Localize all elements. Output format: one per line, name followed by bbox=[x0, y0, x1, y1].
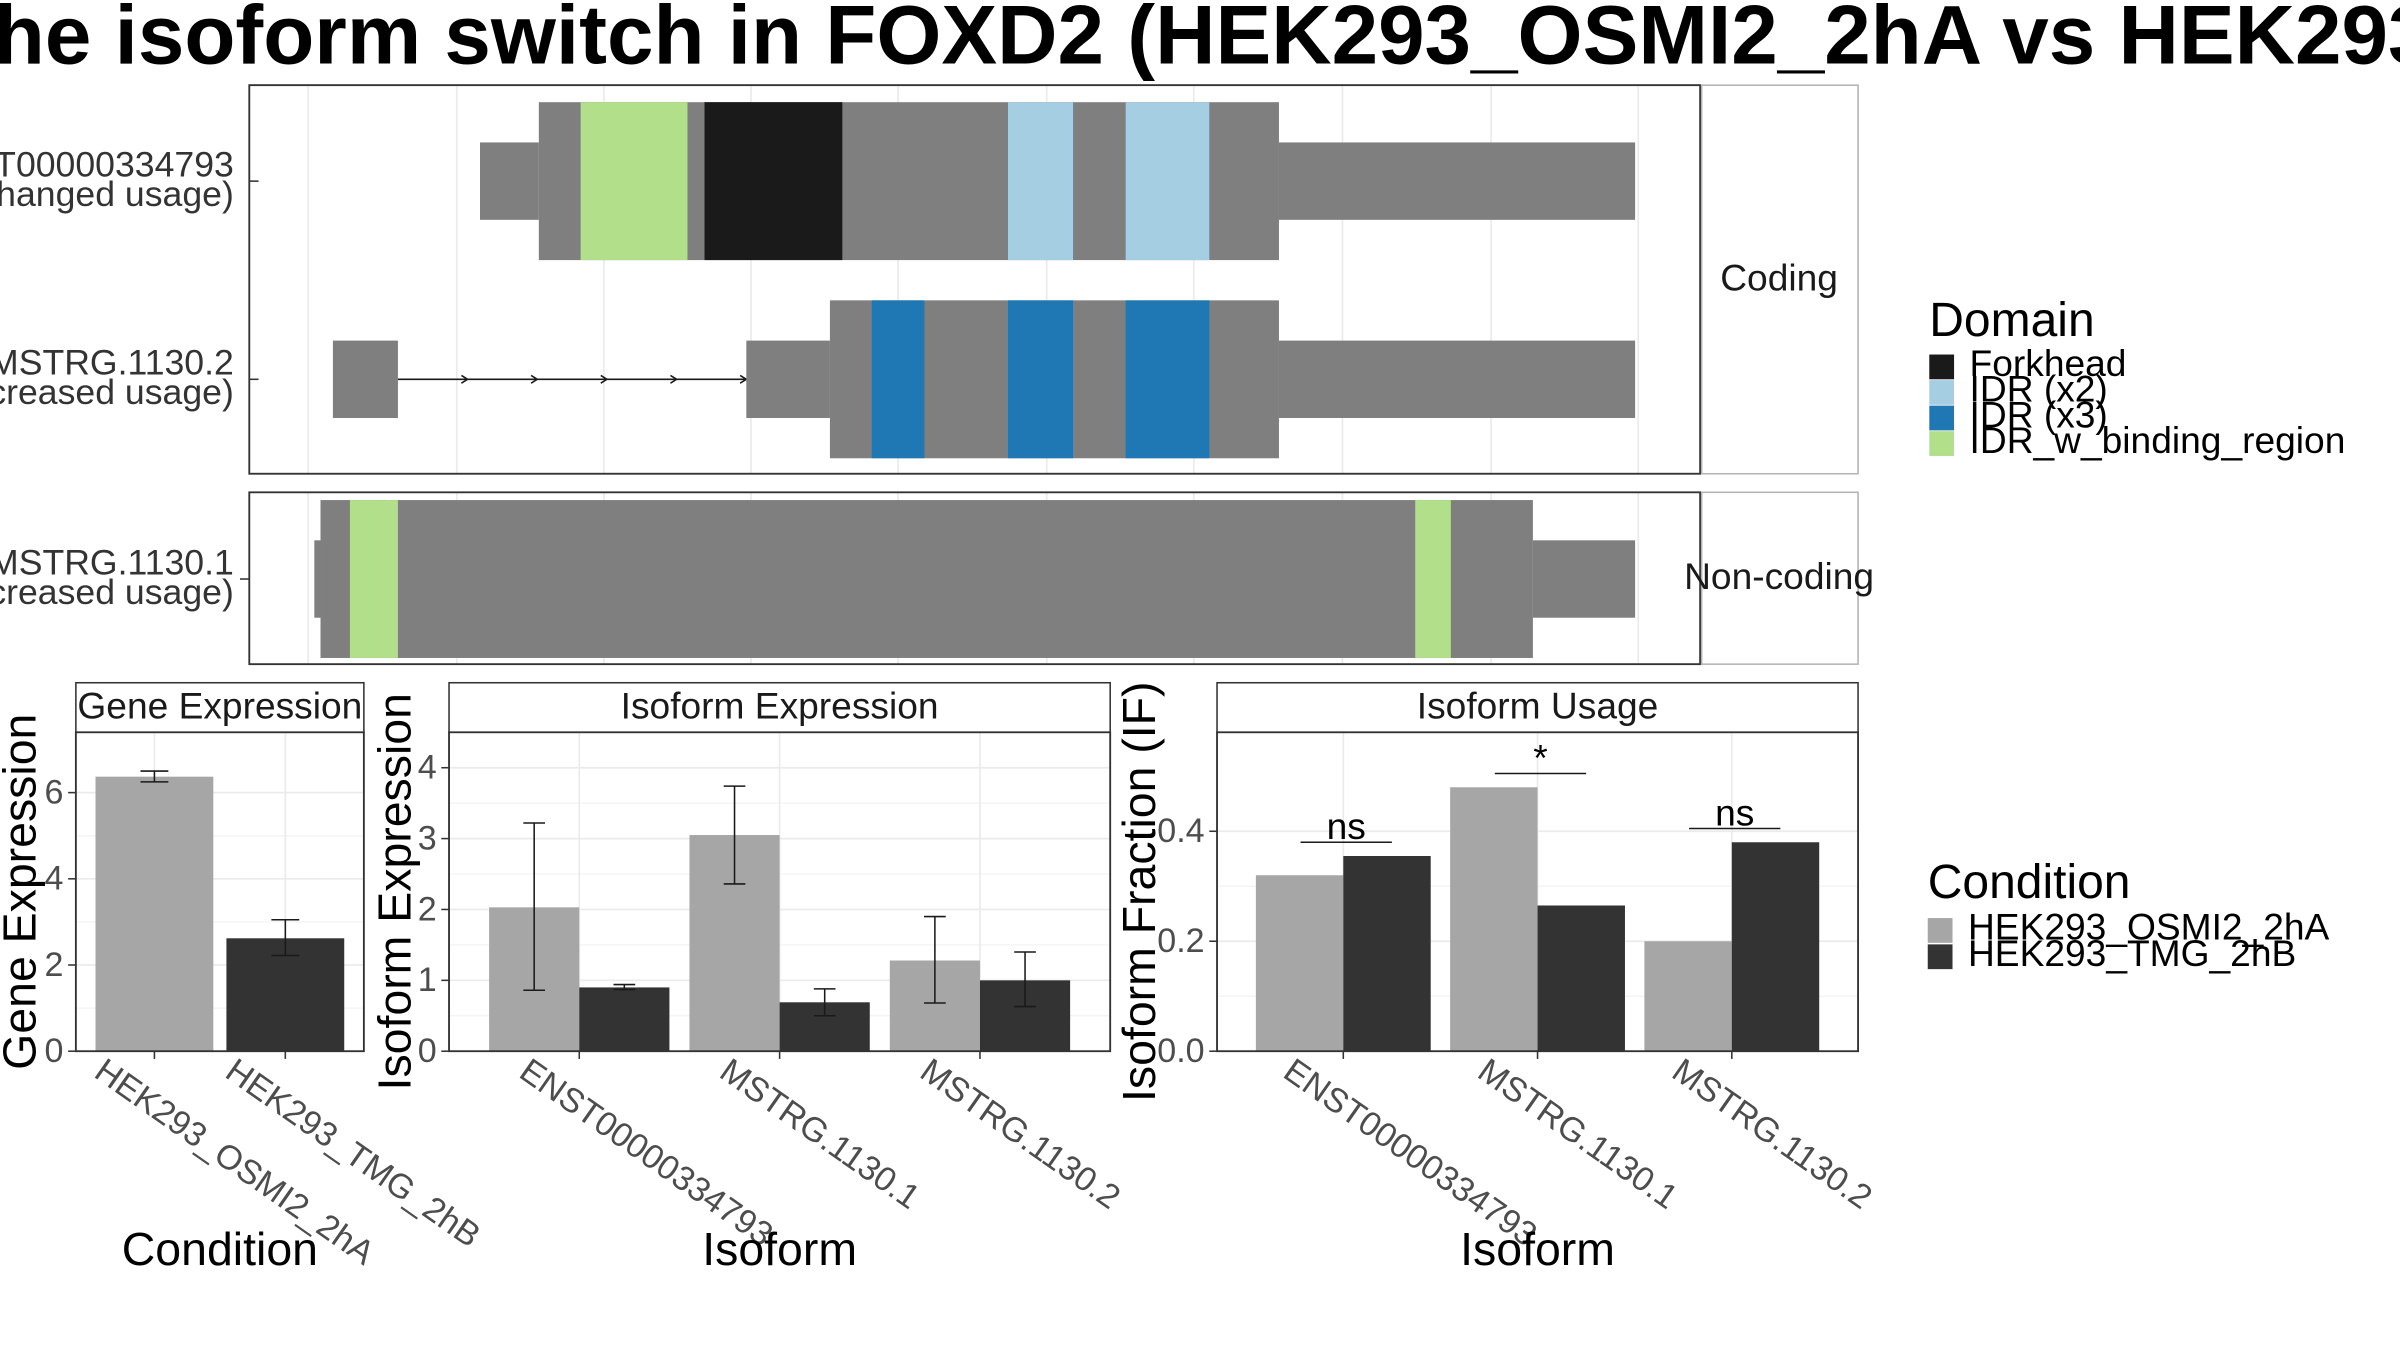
bar bbox=[1255, 875, 1344, 1052]
y-tick-label: 1 bbox=[418, 961, 437, 999]
coding-panel-border bbox=[248, 84, 1702, 475]
utr-exon bbox=[1278, 142, 1636, 220]
y-tick-label: 0.4 bbox=[1157, 812, 1204, 850]
intron-arrow bbox=[530, 374, 539, 384]
utr-exon bbox=[1278, 340, 1636, 419]
noncoding-strip-label: Non-coding bbox=[1684, 555, 1874, 597]
panel-title: Isoform Usage bbox=[1417, 684, 1659, 726]
domain-idr-w-binding-region bbox=[580, 102, 688, 261]
figure-title: he isoform switch in FOXD2 (HEK293_OSMI2… bbox=[0, 0, 2400, 81]
significance-label: * bbox=[1533, 736, 1547, 778]
transcript-usage-label: (Decreased usage) bbox=[0, 572, 234, 612]
utr-exon bbox=[314, 540, 321, 618]
legend-label: IDR_w_binding_region bbox=[1970, 419, 2346, 461]
domain-idr-x3 bbox=[1008, 300, 1074, 459]
y-tick-label: 0.2 bbox=[1157, 922, 1204, 960]
domain-idr-w-binding-region bbox=[1415, 500, 1451, 658]
panel-title: Isoform Expression bbox=[621, 684, 939, 726]
legend-label: HEK293_OSMI2_2hA bbox=[1968, 906, 2330, 948]
utr-exon bbox=[1532, 540, 1636, 618]
y-axis-title: Gene Expression bbox=[0, 714, 46, 1070]
y-tick-label: 4 bbox=[418, 749, 437, 787]
coding-strip-label: Coding bbox=[1720, 256, 1838, 298]
transcript-usage-label: (Unchanged usage) bbox=[0, 174, 234, 214]
expression-panels: Gene Expression0246HEK293_OSMI2_2hAHEK29… bbox=[0, 681, 1879, 1274]
domain-forkhead bbox=[704, 102, 843, 261]
transcript-id-label: MSTRG.1130.2 bbox=[0, 343, 234, 383]
domain-idr-w-binding-region bbox=[349, 500, 398, 658]
y-tick-label: 2 bbox=[418, 890, 437, 928]
legend-key bbox=[1929, 405, 1955, 431]
bar bbox=[1731, 842, 1820, 1052]
intron-arrow bbox=[670, 374, 679, 384]
x-tick-label: MSTRG.1130.1 bbox=[1471, 1051, 1685, 1216]
bar bbox=[95, 776, 214, 1052]
legend-title: Domain bbox=[1929, 294, 2094, 347]
utr-exon bbox=[332, 340, 398, 419]
x-tick-label: MSTRG.1130.1 bbox=[713, 1051, 927, 1216]
plot-border bbox=[74, 731, 365, 1053]
legend-label: IDR (x2) bbox=[1970, 368, 2108, 410]
legend-key bbox=[1929, 380, 1955, 405]
x-tick-label: MSTRG.1130.2 bbox=[1665, 1051, 1879, 1216]
significance-label: ns bbox=[1327, 805, 1366, 847]
y-tick-label: 2 bbox=[45, 946, 64, 984]
noncoding-strip bbox=[1700, 491, 1859, 665]
x-axis-title: Condition bbox=[122, 1223, 318, 1275]
transcript-structure-panel: Coding Non-coding ENST00000334793(Unchange… bbox=[0, 84, 1874, 666]
legend-label: Forkhead bbox=[1970, 342, 2127, 384]
utr-exon bbox=[480, 142, 539, 220]
transcript-usage-label: (Increased usage) bbox=[0, 372, 234, 412]
legend-key bbox=[1927, 944, 1953, 970]
bar bbox=[1537, 905, 1625, 1052]
legend-key bbox=[1929, 354, 1955, 380]
x-tick-label: MSTRG.1130.2 bbox=[913, 1051, 1127, 1216]
panel-strip bbox=[75, 681, 365, 734]
x-axis-title: Isoform bbox=[1460, 1223, 1615, 1275]
x-axis-title: Isoform bbox=[702, 1223, 857, 1275]
y-axis-title: Isoform Expression bbox=[368, 693, 420, 1090]
transcript-id-label: ENST00000334793 bbox=[0, 144, 234, 184]
y-tick-label: 3 bbox=[418, 819, 437, 857]
domain-idr-x2 bbox=[1008, 102, 1074, 261]
bar bbox=[579, 987, 670, 1052]
y-tick-label: 4 bbox=[45, 860, 64, 898]
intron-arrow bbox=[461, 374, 470, 384]
coding-strip bbox=[1700, 84, 1859, 475]
cds-region bbox=[320, 500, 1533, 658]
bar bbox=[1343, 856, 1431, 1052]
y-tick-label: 0 bbox=[418, 1032, 437, 1070]
legend-title: Condition bbox=[1928, 856, 2131, 909]
significance-label: ns bbox=[1715, 791, 1754, 833]
legend-key bbox=[1929, 431, 1955, 456]
intron-arrow bbox=[600, 374, 609, 384]
domain-idr-x3 bbox=[871, 300, 925, 459]
domain-idr-x2 bbox=[1125, 102, 1210, 261]
legend-key bbox=[1927, 918, 1953, 943]
panel-title: Gene Expression bbox=[77, 684, 362, 726]
y-tick-label: 0 bbox=[45, 1032, 64, 1070]
legend-label: IDR (x3) bbox=[1970, 393, 2108, 435]
bar bbox=[1450, 787, 1538, 1052]
domain-idr-x3 bbox=[1125, 300, 1210, 459]
chart-isoform-expression: Isoform Expression01234ENST00000334793MS… bbox=[368, 681, 1127, 1275]
bar bbox=[226, 938, 345, 1052]
panel-strip bbox=[448, 681, 1111, 734]
utr-exon bbox=[746, 340, 830, 419]
y-tick-label: 0.0 bbox=[1157, 1032, 1204, 1070]
legend-label: HEK293_TMG_2hB bbox=[1968, 932, 2296, 974]
transcript-id-label: MSTRG.1130.1 bbox=[0, 542, 234, 582]
y-axis-title: Isoform Fraction (IF) bbox=[1113, 681, 1165, 1102]
bar bbox=[1644, 941, 1732, 1052]
y-tick-label: 6 bbox=[45, 773, 64, 811]
